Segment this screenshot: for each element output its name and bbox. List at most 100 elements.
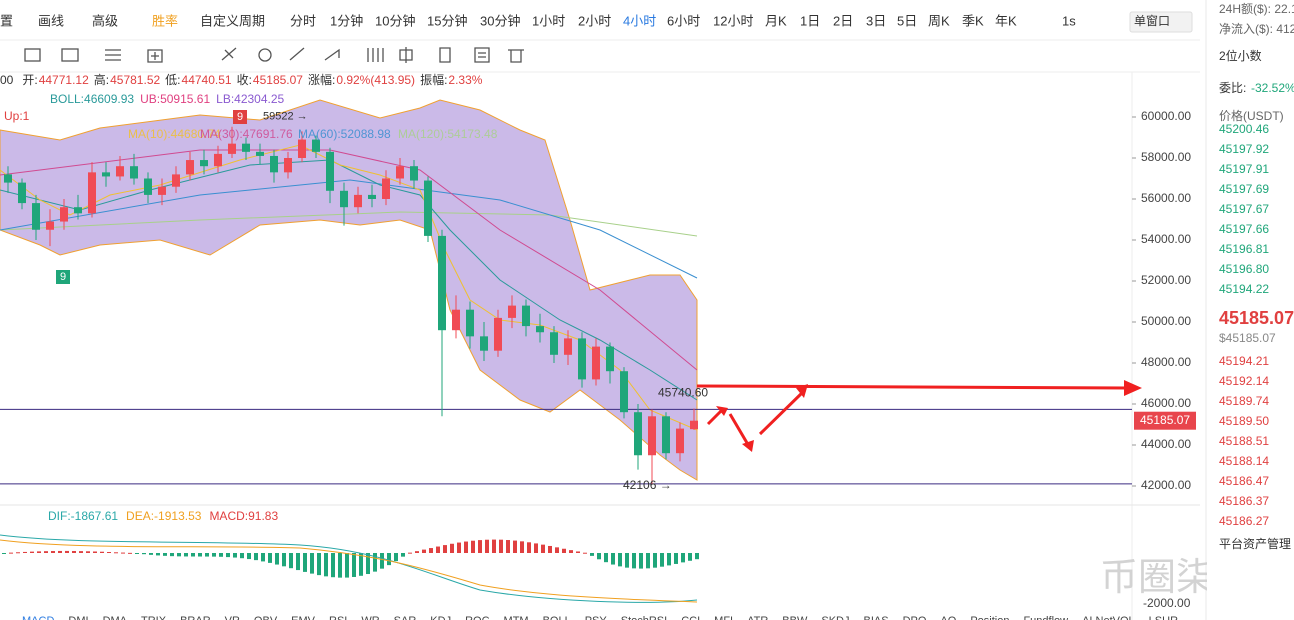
indicator-tab[interactable]: CCI [681,615,700,620]
interval-button[interactable]: 分时 [290,13,316,28]
macd-bar [646,553,650,569]
indicator-tab[interactable]: StochRSI [621,615,667,620]
indicator-tab[interactable]: BBW [782,615,808,620]
interval-button[interactable]: 年K [995,13,1017,28]
indicator-tab[interactable]: TRIX [141,615,167,620]
decimals: 2位小数 [1219,48,1262,63]
macd-bar [296,553,300,571]
macd-bar [457,542,461,553]
interval-button[interactable]: 30分钟 [480,13,520,28]
macd-bar [268,553,272,563]
indicator-tab[interactable]: MFI [714,615,733,620]
interval-button[interactable]: 月K [765,13,787,28]
macd-bar [695,553,699,560]
candle-body [410,166,418,181]
candle-body [172,174,180,187]
ma-value: MA(120):54173.48 [398,127,498,141]
macd-bar [275,553,279,565]
indicator-tab[interactable]: ATR [747,615,768,620]
indicator-tab[interactable]: WR [361,615,379,620]
macd-bar [184,553,188,557]
indicator-tab[interactable]: VR [225,615,240,620]
candle-body [550,332,558,355]
inflow: 净流入($): 412 [1219,22,1294,36]
macd-bar [478,540,482,553]
candle-body [452,309,460,331]
indicator-tab[interactable]: BRAR [180,615,211,620]
indicator-tab[interactable]: AI NetVOL [1082,615,1135,620]
indicator-tab[interactable]: PSY [585,615,608,620]
ask-price: 45196.81 [1219,242,1269,256]
macd-bar [499,539,503,553]
price-header: 价格(USDT) [1219,108,1284,123]
interval-button[interactable]: 1日 [800,13,820,28]
indicator-tab[interactable]: SKDJ [821,615,849,620]
interval-button[interactable]: 12小时 [713,13,753,28]
tool-button[interactable]: 高级 [92,13,118,28]
window-button[interactable] [1129,11,1193,33]
interval-button[interactable]: 6小时 [667,13,700,28]
indicator-tab[interactable]: SAR [394,615,417,620]
macd-bar [485,539,489,553]
candle-body [354,194,362,208]
info-value: 0.92%(413.95) [336,73,415,87]
interval-button[interactable]: 3日 [866,13,886,28]
macd-bar [310,553,314,574]
macd-bar [359,553,363,576]
indicator-tab[interactable]: Fundflow [1023,615,1068,620]
signal-label: Up:1 [4,109,30,123]
indicator-tab[interactable]: RSI [329,615,347,620]
indicator-tab[interactable]: KDJ [430,615,451,620]
macd-bar [660,553,664,567]
info-label: 低: [165,73,180,87]
macd-bar [135,553,139,554]
interval-button[interactable]: 10分钟 [375,13,415,28]
indicator-tab[interactable]: AO [940,615,956,620]
indicator-tab[interactable]: DMI [68,615,88,620]
interval-button[interactable]: 周K [928,13,950,28]
macd-bar [212,553,216,557]
macd-bar [611,553,615,565]
info-label: 涨幅: [308,72,335,87]
indicator-tab[interactable]: OBV [254,615,278,620]
interval-button[interactable]: 1小时 [532,13,565,28]
candle-body [676,428,684,454]
indicator-tab[interactable]: Position [970,615,1009,620]
macd-bar [555,547,559,553]
macd-bar [128,552,132,554]
macd-bar [688,553,692,561]
indicator-tab[interactable]: BIAS [863,615,888,620]
indicator-tab[interactable]: MTM [504,615,529,620]
tool-button[interactable]: 胜率 [152,13,178,28]
interval-button[interactable]: 5日 [897,13,917,28]
candle-body [256,151,264,156]
indicator-tab[interactable]: EMV [291,615,316,620]
interval-button[interactable]: 4小时 [623,13,656,28]
macd-bar [198,553,202,557]
tool-button[interactable]: 画线 [38,13,64,28]
macd-value: MACD:91.83 [209,509,278,523]
macd-bar [93,551,97,553]
candle-body [102,172,110,177]
macd-bar [317,553,321,576]
indicator-tab[interactable]: DMA [103,615,128,620]
indicator-tab[interactable]: BOLL [543,615,571,620]
interval-button[interactable]: 2小时 [578,13,611,28]
interval-button[interactable]: 季K [962,13,984,28]
tool-button[interactable]: 自定义周期 [200,13,265,28]
macd-bar [548,545,552,553]
candle-body [186,160,194,175]
speed-button[interactable]: 1s [1062,13,1076,28]
indicator-tab[interactable]: DPO [903,615,927,620]
interval-button[interactable]: 15分钟 [427,13,467,28]
indicator-tab[interactable]: LSUR [1149,615,1178,620]
high-label: 59522 → [263,111,308,123]
indicator-tab[interactable]: ROC [465,615,490,620]
interval-button[interactable]: 1分钟 [330,13,363,28]
info-label: 振幅: [420,72,447,87]
tool-button[interactable]: 置 [0,13,13,28]
info-label: 高: [94,72,109,87]
indicator-tab[interactable]: MACD [22,615,54,620]
interval-button[interactable]: 2日 [833,13,853,28]
macd-bar [352,553,356,577]
